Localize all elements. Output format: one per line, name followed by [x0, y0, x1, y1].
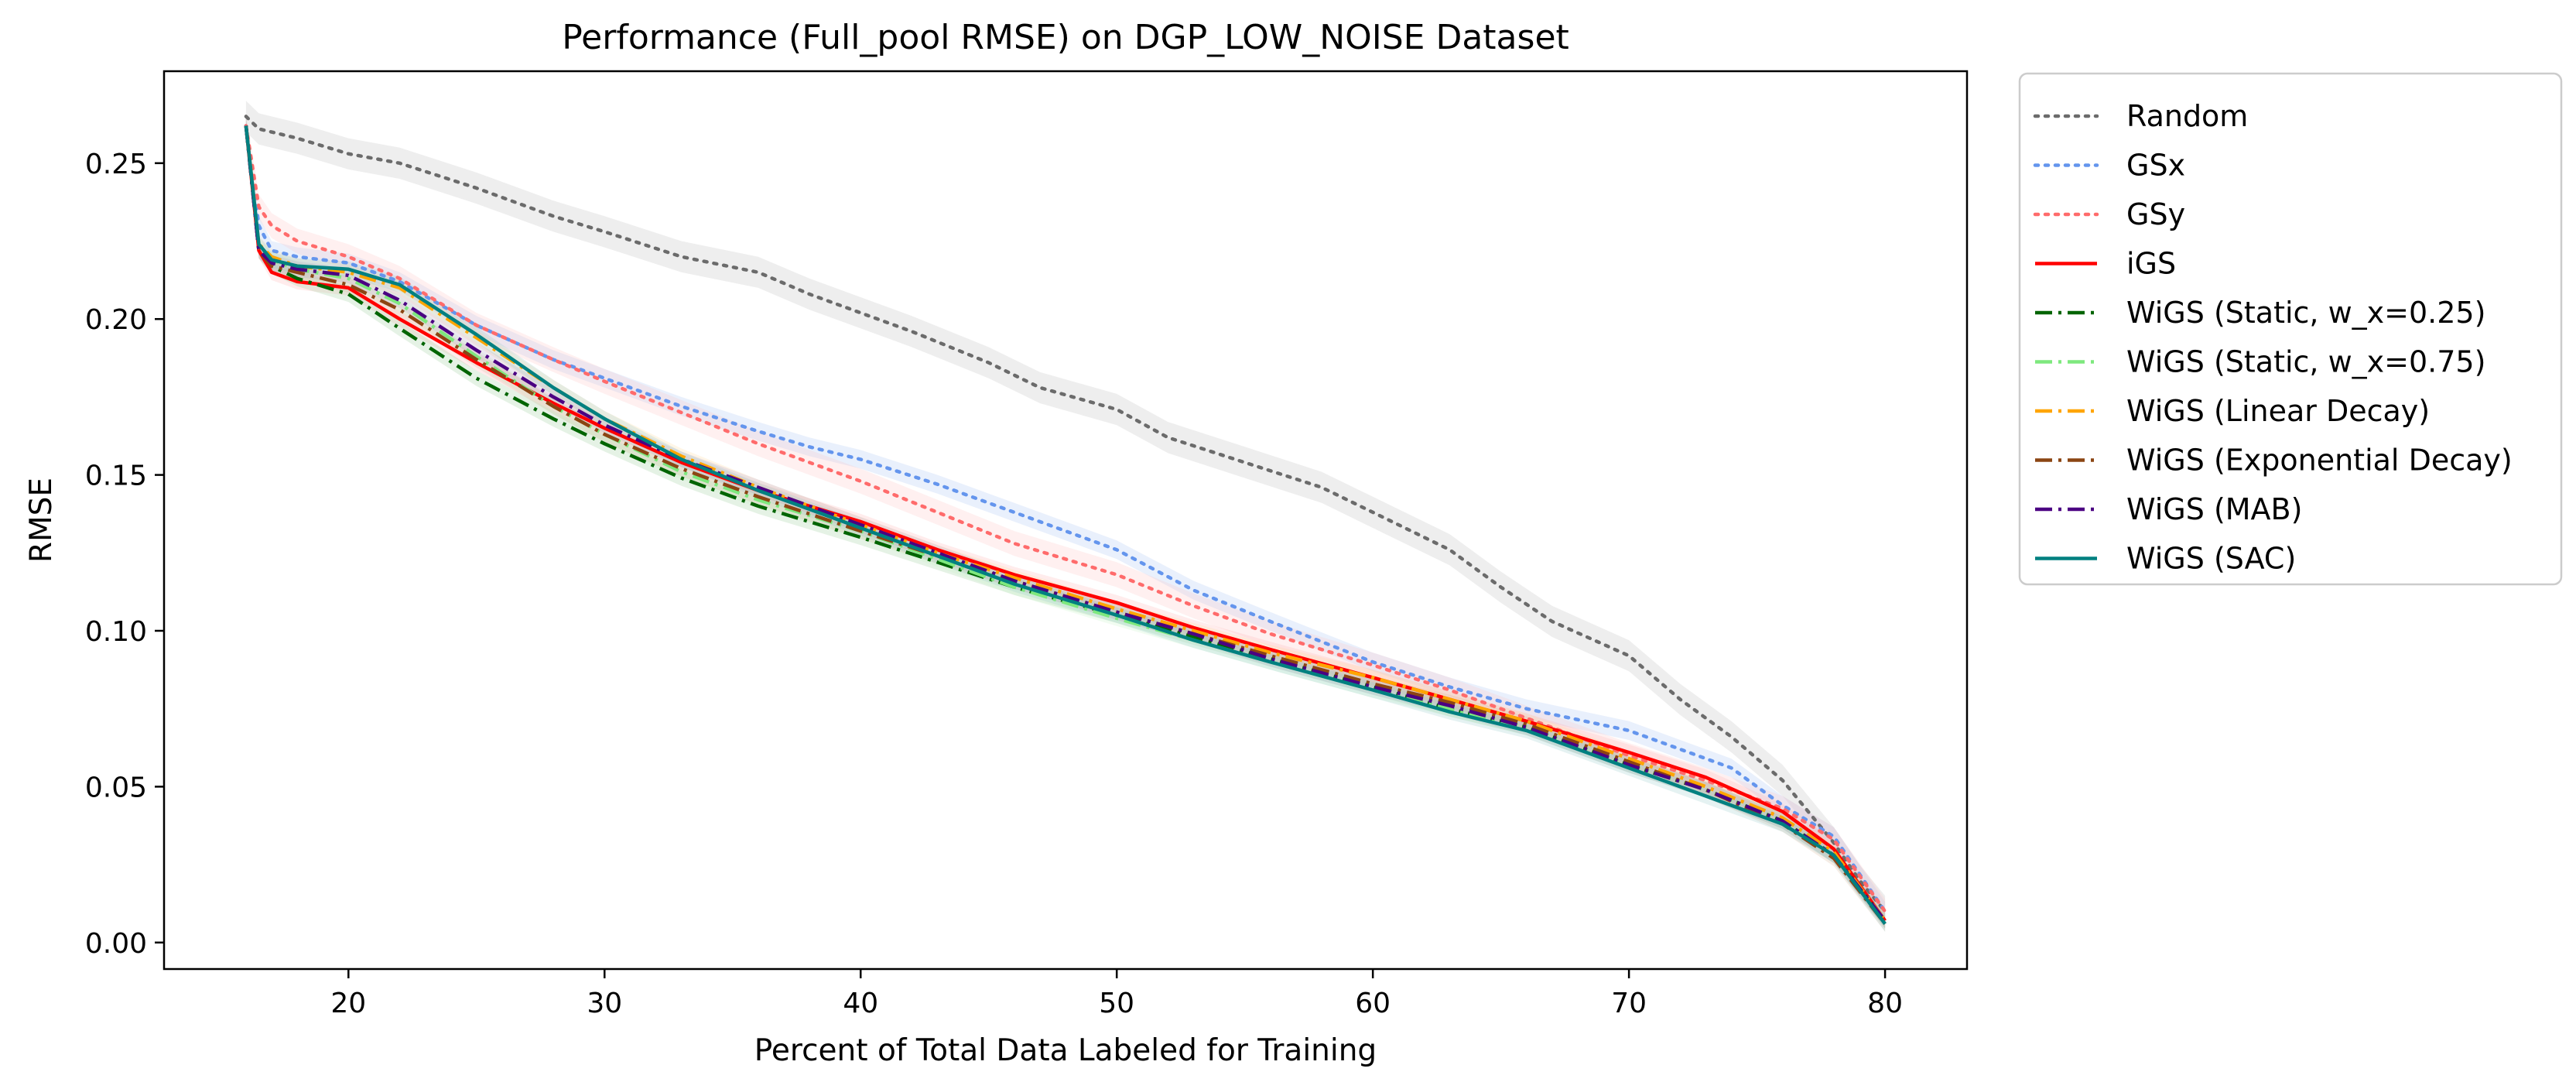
legend-frame	[2018, 72, 2563, 586]
legend-label-gsx: GSx	[2126, 149, 2185, 183]
x-tick-label: 70	[1611, 988, 1647, 1019]
legend-label-random: Random	[2126, 99, 2248, 133]
y-tick-label: 0.25	[85, 149, 147, 180]
x-tick-label: 40	[843, 988, 878, 1019]
legend-label-wigs-linear-decay: WiGS (Linear Decay)	[2126, 394, 2430, 428]
x-tick-label: 80	[1867, 988, 1903, 1019]
series-line-wigs-mab	[244, 125, 1887, 922]
legend: Random GSx GSy iGS WiGS (Static, w_x=0.25) Wi…	[2018, 72, 2563, 586]
series-line-wigs-linear-decay	[244, 125, 1887, 922]
series-line-wigs-exponential-decay	[244, 125, 1887, 925]
legend-label-wigs-exponential-decay: WiGS (Exponential Decay)	[2126, 443, 2513, 478]
y-axis-label: RMSE	[24, 478, 59, 563]
legend-label-gsy: GSy	[2126, 197, 2185, 231]
y-tick-label: 0.00	[85, 928, 147, 960]
x-tick-label: 30	[587, 988, 622, 1019]
x-tick-label: 60	[1355, 988, 1391, 1019]
plot-frame	[162, 70, 1969, 971]
x-axis: 20 30 40 50 60 70 80	[330, 969, 1903, 1019]
x-tick-label: 50	[1099, 988, 1134, 1019]
y-tick-label: 0.05	[85, 772, 147, 803]
series-lines	[244, 115, 1887, 925]
series-line-igs	[244, 125, 1887, 922]
legend-label-wigs-static-w-x-0-75: WiGS (Static, w_x=0.75)	[2126, 345, 2485, 379]
y-tick-label: 0.20	[85, 304, 147, 336]
x-axis-label: Percent of Total Data Labeled for Traini…	[754, 1033, 1377, 1068]
x-tick-label: 20	[330, 988, 366, 1019]
series-line-random	[244, 115, 1887, 913]
y-tick-label: 0.15	[85, 461, 147, 492]
legend-label-wigs-static-w-x-0-25: WiGS (Static, w_x=0.25)	[2126, 296, 2485, 330]
legend-label-igs: iGS	[2126, 247, 2176, 281]
series-line-gsx	[244, 124, 1887, 913]
series-line-wigs-sac	[244, 125, 1887, 925]
legend-label-wigs-mab: WiGS (MAB)	[2126, 492, 2302, 526]
chart-title: Performance (Full_pool RMSE) on DGP_LOW_…	[562, 18, 1569, 57]
legend-label-wigs-sac: WiGS (SAC)	[2126, 542, 2296, 576]
y-tick-label: 0.10	[85, 616, 147, 648]
y-axis: 0.00 0.05 0.10 0.15 0.20 0.25	[85, 149, 164, 960]
